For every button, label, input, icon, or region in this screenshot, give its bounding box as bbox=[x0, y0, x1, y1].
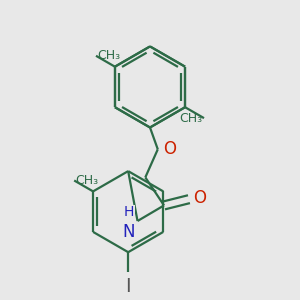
Text: CH₃: CH₃ bbox=[98, 49, 121, 62]
Text: I: I bbox=[125, 277, 131, 296]
Text: O: O bbox=[164, 140, 176, 158]
Text: N: N bbox=[122, 224, 134, 242]
Text: O: O bbox=[193, 189, 206, 207]
Text: H: H bbox=[124, 206, 134, 219]
Text: CH₃: CH₃ bbox=[179, 112, 203, 124]
Text: CH₃: CH₃ bbox=[76, 174, 99, 187]
